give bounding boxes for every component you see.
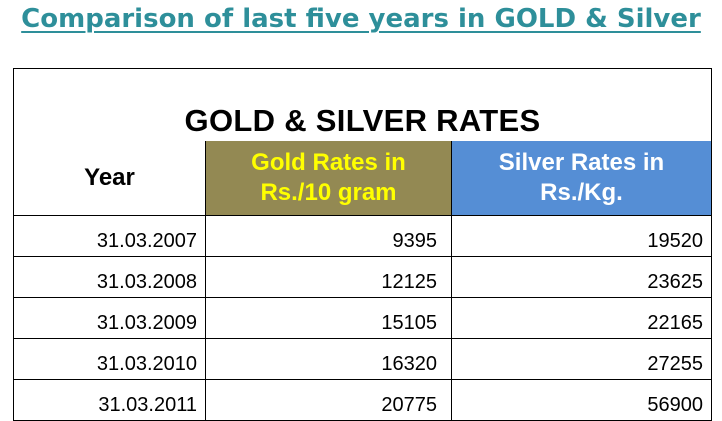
silver-rate-cell: 19520 <box>451 215 712 257</box>
rates-table: GOLD & SILVER RATES Year Gold Rates in R… <box>13 68 712 421</box>
header-row: Year Gold Rates in Rs./10 gram Silver Ra… <box>13 141 712 216</box>
gold-header-line-2: Rs./10 gram <box>260 179 397 206</box>
year-cell: 31.03.2008 <box>13 256 206 298</box>
table-row: 31.03.2007 9395 19520 <box>13 215 712 257</box>
silver-header-line-2: Rs./Kg. <box>540 179 623 206</box>
table-title-row: GOLD & SILVER RATES <box>13 68 712 141</box>
table-row: 31.03.2011 20775 56900 <box>13 379 712 421</box>
year-cell: 31.03.2007 <box>13 215 206 257</box>
table-title: GOLD & SILVER RATES <box>13 68 712 141</box>
gold-rate-cell: 9395 <box>205 215 452 257</box>
year-cell: 31.03.2009 <box>13 297 206 339</box>
silver-header-line-1: Silver Rates in <box>498 149 665 176</box>
gold-rate-cell: 16320 <box>205 338 452 380</box>
table-row: 31.03.2008 12125 23625 <box>13 256 712 298</box>
year-header: Year <box>13 141 206 216</box>
gold-rate-cell: 20775 <box>205 379 452 421</box>
table-row: 31.03.2010 16320 27255 <box>13 338 712 380</box>
silver-rate-cell: 22165 <box>451 297 712 339</box>
table-row: 31.03.2009 15105 22165 <box>13 297 712 339</box>
silver-rate-cell: 27255 <box>451 338 712 380</box>
year-cell: 31.03.2011 <box>13 379 206 421</box>
gold-rate-cell: 12125 <box>205 256 452 298</box>
page-heading: Comparison of last five years in GOLD & … <box>21 4 701 34</box>
silver-rate-cell: 56900 <box>451 379 712 421</box>
silver-rates-header: Silver Rates in Rs./Kg. <box>451 141 712 216</box>
gold-header-line-1: Gold Rates in <box>251 149 406 176</box>
gold-rate-cell: 15105 <box>205 297 452 339</box>
year-cell: 31.03.2010 <box>13 338 206 380</box>
silver-rate-cell: 23625 <box>451 256 712 298</box>
gold-rates-header: Gold Rates in Rs./10 gram <box>205 141 452 216</box>
